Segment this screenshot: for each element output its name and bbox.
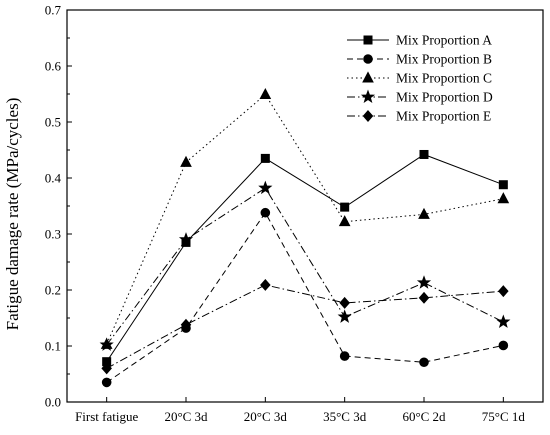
data-point [339,296,350,309]
y-tick-label: 0.6 [45,59,62,74]
data-point [339,351,350,361]
series-mix-proportion-e [101,279,509,375]
series-line [106,93,504,345]
legend-marker [362,71,374,83]
series-mix-proportion-b [101,207,509,388]
data-point [337,309,352,323]
data-point [101,362,112,375]
data-point [340,202,350,212]
legend-label: Mix Proportion D [396,90,493,105]
series-mix-proportion-d [99,180,511,351]
data-point [259,87,272,100]
series-mix-proportion-a [102,149,508,367]
legend-label: Mix Proportion B [396,52,492,67]
data-point [258,180,273,195]
data-point [338,215,351,227]
legend-entry: Mix Proportion B [347,52,492,67]
legend-label: Mix Proportion C [396,71,492,86]
series-line [106,187,504,346]
legend-entry: Mix Proportion D [347,90,493,105]
y-axis-label: Fatigue damage rate (MPa/cycles) [3,98,22,331]
x-tick-label: First fatigue [75,409,138,424]
x-tick-label: 75°C 1d [482,409,526,424]
data-point [416,275,432,289]
data-point [418,291,430,304]
y-tick-label: 0.3 [45,227,61,242]
legend-marker [362,110,374,122]
data-point [498,180,508,190]
series-mix-proportion-c [100,87,510,349]
data-point [260,207,271,218]
legend-entry: Mix Proportion E [347,109,491,124]
legend-entry: Mix Proportion C [347,71,492,86]
x-tick-label: 20°C 3d [164,409,208,424]
data-point [419,149,429,159]
legend-marker [360,89,376,104]
data-point [496,314,511,328]
data-point [498,340,509,351]
data-point [419,357,429,368]
y-tick-label: 0.5 [45,115,61,130]
data-point [101,377,112,388]
legend: Mix Proportion A Mix Proportion B Mix Prop… [347,33,493,124]
series-layer [99,87,511,388]
legend-marker [363,54,373,64]
legend-label: Mix Proportion E [396,109,491,124]
axes: 0.0 0.1 0.2 0.3 0.4 0.5 0.6 0.7 First fatigue 20°… [45,3,544,424]
x-tick-label: 35°C 3d [323,409,367,424]
y-tick-label: 0.4 [45,171,62,186]
plot-frame [66,9,544,403]
data-point [178,232,194,246]
y-tick-label: 0.7 [45,3,62,18]
data-point [260,153,270,163]
data-point [418,207,430,219]
data-point [260,279,271,291]
x-tick-label: 20°C 3d [244,409,288,424]
data-point [180,318,192,331]
x-tick-label: 60°C 2d [402,409,446,424]
legend-marker [363,35,373,45]
legend-label: Mix Proportion A [396,33,492,48]
legend-entry: Mix Proportion A [347,33,492,48]
series-line [106,153,504,362]
data-point [180,155,192,167]
y-tick-label: 0.2 [45,283,61,298]
series-line [106,284,504,369]
data-point [498,285,509,298]
y-tick-label: 0.1 [45,339,61,354]
data-point [497,192,510,204]
y-tick-label: 0.0 [45,395,61,410]
series-line [106,211,504,383]
data-point [99,337,114,351]
